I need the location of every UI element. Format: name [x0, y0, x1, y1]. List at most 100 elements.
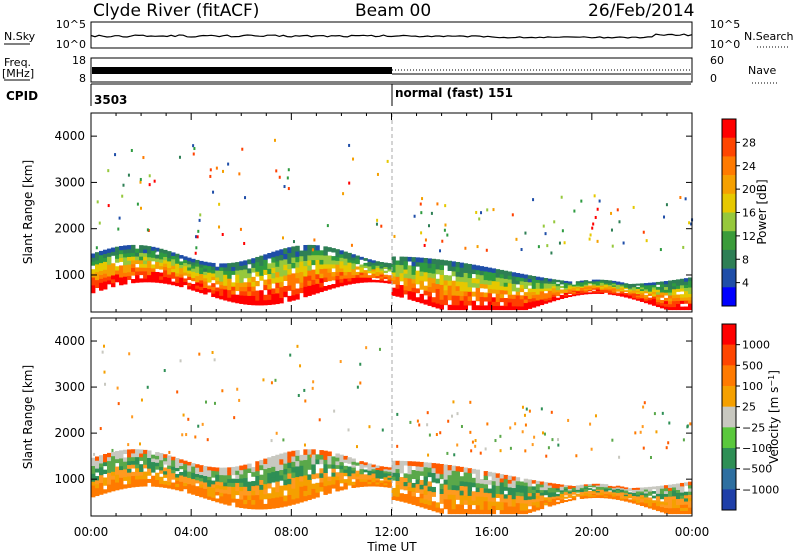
heatmap-cell	[475, 482, 481, 488]
heatmap-cell	[555, 493, 561, 497]
colorbar-tick-label: 24	[742, 160, 756, 173]
heatmap-cell	[359, 484, 364, 487]
heatmap-cell	[531, 489, 537, 494]
heatmap-cell	[679, 306, 685, 311]
heatmap-cell	[147, 478, 152, 483]
heatmap-cell	[195, 473, 200, 478]
heatmap-cell	[595, 489, 601, 492]
heatmap-cell	[509, 446, 512, 450]
heatmap-cell	[455, 489, 461, 496]
heatmap-cell	[463, 509, 469, 515]
heatmap-cell	[415, 474, 420, 480]
heatmap-cell	[95, 246, 98, 250]
heatmap-cell	[183, 256, 188, 260]
heatmap-cell	[147, 246, 152, 251]
heatmap-cell	[311, 493, 316, 499]
heatmap-cell	[411, 287, 416, 293]
heatmap-cell	[499, 449, 502, 453]
heatmap-cell	[195, 266, 200, 270]
heatmap-cell	[143, 245, 148, 250]
heatmap-cell	[619, 490, 625, 493]
heatmap-cell	[663, 504, 669, 508]
heatmap-cell	[519, 277, 525, 282]
heatmap-cell	[111, 451, 116, 457]
heatmap-cell	[175, 256, 180, 261]
heatmap-cell	[499, 493, 505, 499]
heatmap-cell	[167, 465, 172, 469]
heatmap-cell	[311, 269, 316, 275]
heatmap-cell	[563, 290, 569, 293]
heatmap-cell	[447, 260, 452, 267]
heatmap-cell	[127, 457, 132, 462]
heatmap-cell	[127, 453, 132, 458]
heatmap-cell	[103, 253, 108, 258]
heatmap-cell	[615, 292, 621, 295]
heatmap-cell	[639, 492, 645, 496]
heatmap-cell	[299, 460, 304, 466]
heatmap-cell	[467, 268, 473, 274]
heatmap-cell	[475, 287, 481, 293]
heatmap-cell	[665, 203, 668, 207]
heatmap-cell	[427, 224, 430, 228]
heatmap-cell	[623, 499, 629, 502]
heatmap-cell	[263, 264, 268, 270]
heatmap-cell	[111, 471, 116, 476]
heatmap-cell	[639, 296, 645, 299]
heatmap-cell	[475, 504, 481, 510]
heatmap-cell	[523, 496, 529, 501]
heatmap-cell	[391, 468, 396, 473]
heatmap-cell	[563, 295, 569, 298]
heatmap-cell	[179, 484, 184, 489]
heatmap-cell	[289, 353, 292, 357]
heatmap-cell	[95, 267, 100, 273]
heatmap-cell	[435, 298, 440, 304]
heatmap-cell	[187, 276, 192, 280]
heatmap-cell	[227, 162, 230, 166]
heatmap-cell	[491, 289, 497, 294]
heatmap-cell	[199, 487, 204, 491]
heatmap-cell	[179, 462, 184, 467]
heatmap-cell	[639, 430, 642, 434]
heatmap-cell	[515, 291, 521, 296]
heatmap-cell	[639, 286, 645, 290]
heatmap-cell	[179, 270, 184, 275]
heatmap-cell	[219, 281, 224, 286]
heatmap-cell	[639, 501, 645, 505]
heatmap-cell	[199, 286, 204, 290]
heatmap-cell	[423, 290, 428, 296]
heatmap-cell	[279, 281, 284, 288]
heatmap-cell	[555, 489, 561, 493]
heatmap-cell	[426, 423, 429, 427]
heatmap-cell	[135, 274, 140, 280]
heatmap-cell	[263, 468, 268, 475]
heatmap-cell	[595, 486, 601, 489]
heatmap-cell	[267, 482, 272, 489]
heatmap-cell	[267, 457, 272, 463]
heatmap-cell	[95, 279, 100, 285]
heatmap-cell	[287, 252, 292, 259]
heatmap-cell	[128, 352, 131, 356]
freq-tick-top: 18	[72, 54, 86, 67]
heatmap-cell	[687, 510, 693, 515]
heatmap-cell	[595, 289, 601, 292]
heatmap-cell	[399, 460, 404, 466]
heatmap-cell	[687, 280, 693, 285]
heatmap-cell	[671, 285, 677, 290]
heatmap-cell	[599, 493, 605, 496]
heatmap-cell	[615, 488, 621, 491]
heatmap-cell	[575, 486, 581, 489]
heatmap-cell	[427, 300, 432, 306]
heatmap-cell	[659, 496, 665, 500]
heatmap-cell	[587, 492, 593, 495]
heatmap-cell	[411, 491, 416, 497]
heatmap-cell	[175, 486, 180, 491]
heatmap-cell	[355, 258, 360, 262]
heatmap-cell	[387, 471, 392, 474]
heatmap-cell	[659, 284, 665, 288]
heatmap-cell	[511, 279, 517, 284]
heatmap-cell	[619, 492, 625, 494]
heatmap-cell	[499, 273, 505, 279]
heatmap-cell	[287, 489, 292, 495]
heatmap-cell	[335, 479, 340, 484]
heatmap-cell	[271, 503, 276, 509]
